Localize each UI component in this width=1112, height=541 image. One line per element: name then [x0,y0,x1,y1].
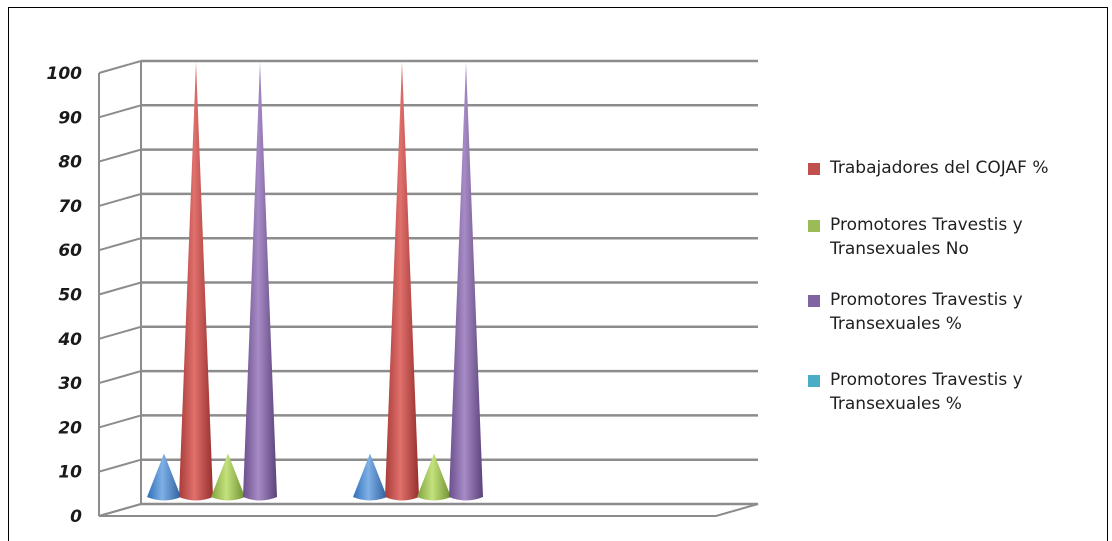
legend-label: Promotores Travestis y Transexuales % [830,290,1023,334]
cone-mark [449,62,483,501]
cone-body [449,62,483,501]
cone-mark [353,453,387,501]
y-tick-label: 70 [58,197,82,217]
legend-label: Promotores Travestis y Transexuales No [830,215,1023,259]
legend-item-promotores-pct-teal: Promotores Travestis y Transexuales % [808,368,1080,416]
cone-body [211,453,245,501]
chart-marks [147,62,483,501]
cone-mark [211,453,245,501]
cone-body [179,62,213,501]
gridline-depth [98,370,142,385]
legend-swatch-purple [808,295,820,307]
y-tick-label: 0 [70,507,82,527]
chart-frame [8,7,1108,541]
y-axis-ticks: 0 10 20 30 40 50 60 70 80 90 100 [47,64,83,527]
legend-label: Promotores Travestis y Transexuales % [830,370,1023,414]
legend-item-promotores-no: Promotores Travestis y Transexuales No [808,213,1080,261]
gridline-depth [98,458,142,473]
legend-item-trabajadores-cojaf: Trabajadores del COJAF % [808,156,1048,180]
legend-swatch-teal [808,375,820,387]
cone-body [417,453,451,501]
gridline-depth [98,237,142,252]
legend-swatch-red [808,163,820,175]
gridline-depth [98,192,142,207]
legend-item-promotores-pct-purple: Promotores Travestis y Transexuales % [808,288,1080,336]
y-tick-label: 30 [58,374,82,394]
y-tick-label: 90 [58,108,82,128]
floor [98,503,759,517]
cone-body [385,62,419,501]
legend-swatch-green [808,220,820,232]
y-tick-label: 50 [58,286,82,306]
cone-mark [243,62,277,501]
gridline-depth [98,60,142,74]
gridline-depth [98,414,142,429]
cone-mark [147,453,181,501]
cone-mark [179,62,213,501]
gridline-depth [98,281,142,296]
gridline-depth [98,325,142,340]
y-tick-label: 60 [58,241,82,261]
cone-mark [385,62,419,501]
gridline-depth [98,148,142,163]
cone-body [243,62,277,501]
cone-body [147,453,181,501]
cone-mark [417,453,451,501]
y-tick-label: 100 [47,64,83,84]
y-tick-label: 10 [58,463,82,483]
gridline-depth [98,104,142,119]
legend-label: Trabajadores del COJAF % [830,158,1049,178]
cone-body [353,453,387,501]
y-tick-label: 80 [58,153,82,173]
y-tick-label: 20 [58,418,82,438]
y-tick-label: 40 [57,330,82,350]
gridlines [98,59,759,517]
